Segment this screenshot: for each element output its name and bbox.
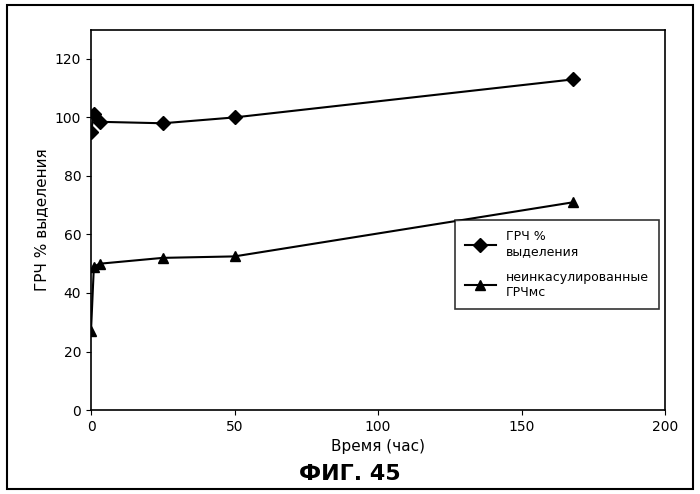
неинкасулированные
ГРЧмс (569, 199, 577, 205)
ГРЧ %
выделения (95, 119, 104, 125)
неинкасулированные
ГРЧмс (87, 328, 95, 334)
Text: ФИГ. 45: ФИГ. 45 (299, 464, 401, 484)
X-axis label: Время (час): Время (час) (331, 439, 425, 454)
Legend: ГРЧ %
выделения, неинкасулированные
ГРЧмс: ГРЧ % выделения, неинкасулированные ГРЧм… (454, 220, 659, 309)
Line: неинкасулированные
ГРЧмс: неинкасулированные ГРЧмс (86, 198, 578, 336)
ГРЧ %
выделения (158, 121, 167, 126)
неинкасулированные
ГРЧмс (90, 264, 98, 270)
ГРЧ %
выделения (230, 115, 239, 121)
ГРЧ %
выделения (569, 77, 577, 82)
ГРЧ %
выделения (90, 112, 98, 118)
неинкасулированные
ГРЧмс (230, 253, 239, 259)
неинкасулированные
ГРЧмс (95, 261, 104, 267)
Line: ГРЧ %
выделения: ГРЧ % выделения (86, 75, 578, 137)
Y-axis label: ГРЧ % выделения: ГРЧ % выделения (34, 149, 49, 291)
ГРЧ %
выделения (87, 129, 95, 135)
неинкасулированные
ГРЧмс (158, 255, 167, 261)
